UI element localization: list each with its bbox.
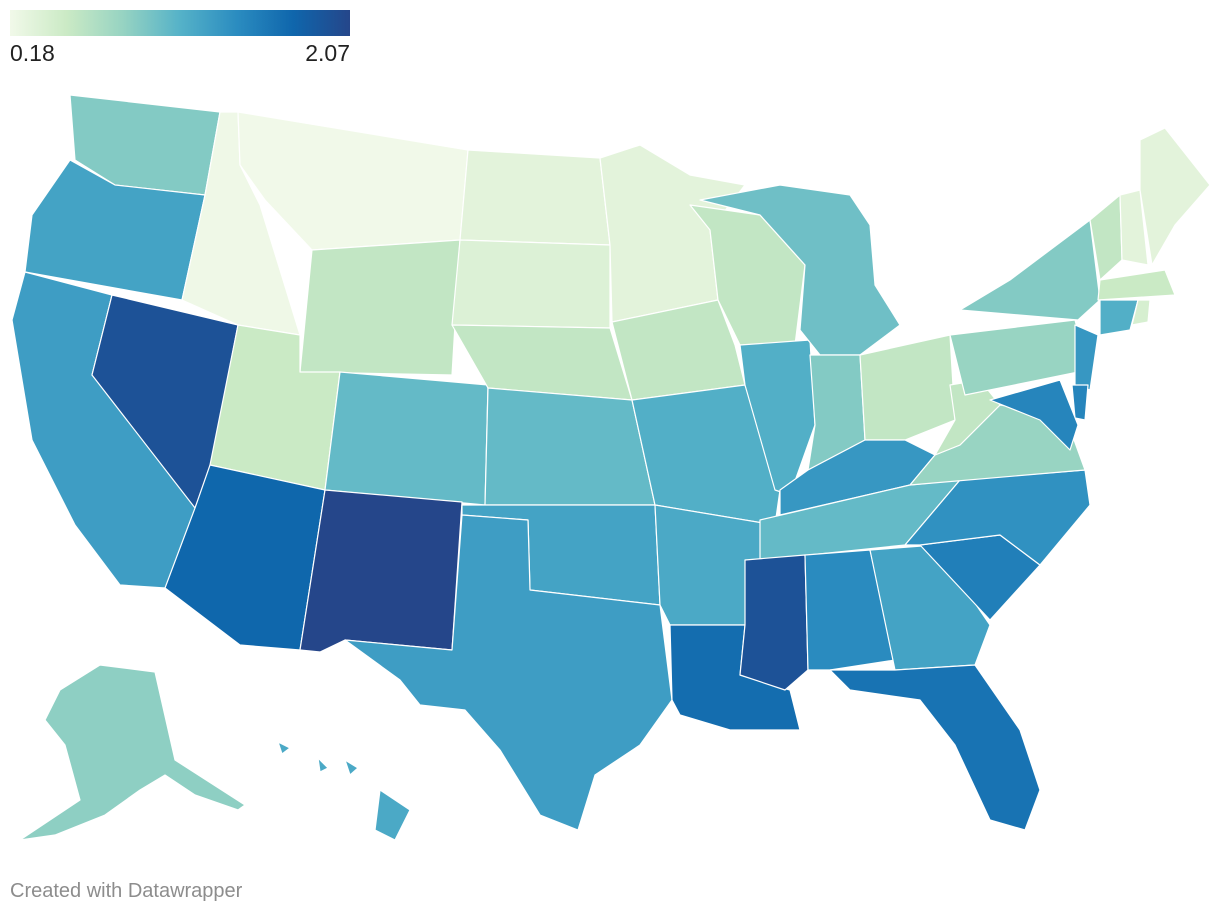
state-ks[interactable]: [484, 387, 656, 506]
color-legend: 0.18 2.07: [10, 10, 350, 66]
state-wy[interactable]: [299, 239, 461, 376]
state-md[interactable]: [989, 379, 1079, 451]
state-al[interactable]: [804, 549, 896, 671]
state-hi[interactable]: [277, 741, 411, 841]
legend-max-label: 2.07: [305, 40, 350, 66]
credit-text[interactable]: Created with Datawrapper: [10, 880, 243, 902]
state-de[interactable]: [1071, 384, 1089, 421]
state-mi[interactable]: [699, 184, 901, 356]
state-mt[interactable]: [237, 111, 469, 251]
state-nd[interactable]: [459, 149, 611, 246]
state-fl[interactable]: [829, 664, 1041, 831]
state-ms[interactable]: [739, 554, 809, 691]
state-tx[interactable]: [344, 514, 673, 831]
state-ma[interactable]: [1097, 269, 1176, 301]
state-mo[interactable]: [631, 384, 781, 526]
legend-gradient-bar: [10, 10, 350, 36]
state-pa[interactable]: [949, 319, 1089, 396]
state-me[interactable]: [1139, 127, 1211, 266]
state-ia[interactable]: [611, 299, 746, 401]
state-oh[interactable]: [859, 334, 956, 441]
state-ct[interactable]: [1099, 299, 1139, 336]
state-ak[interactable]: [19, 664, 246, 841]
state-ny[interactable]: [959, 219, 1101, 321]
state-nj[interactable]: [1074, 324, 1099, 391]
state-ri[interactable]: [1131, 299, 1151, 326]
state-nm[interactable]: [299, 489, 463, 653]
state-co[interactable]: [324, 371, 489, 506]
legend-min-label: 0.18: [10, 40, 55, 66]
state-nh[interactable]: [1119, 189, 1149, 266]
state-sd[interactable]: [451, 239, 611, 329]
